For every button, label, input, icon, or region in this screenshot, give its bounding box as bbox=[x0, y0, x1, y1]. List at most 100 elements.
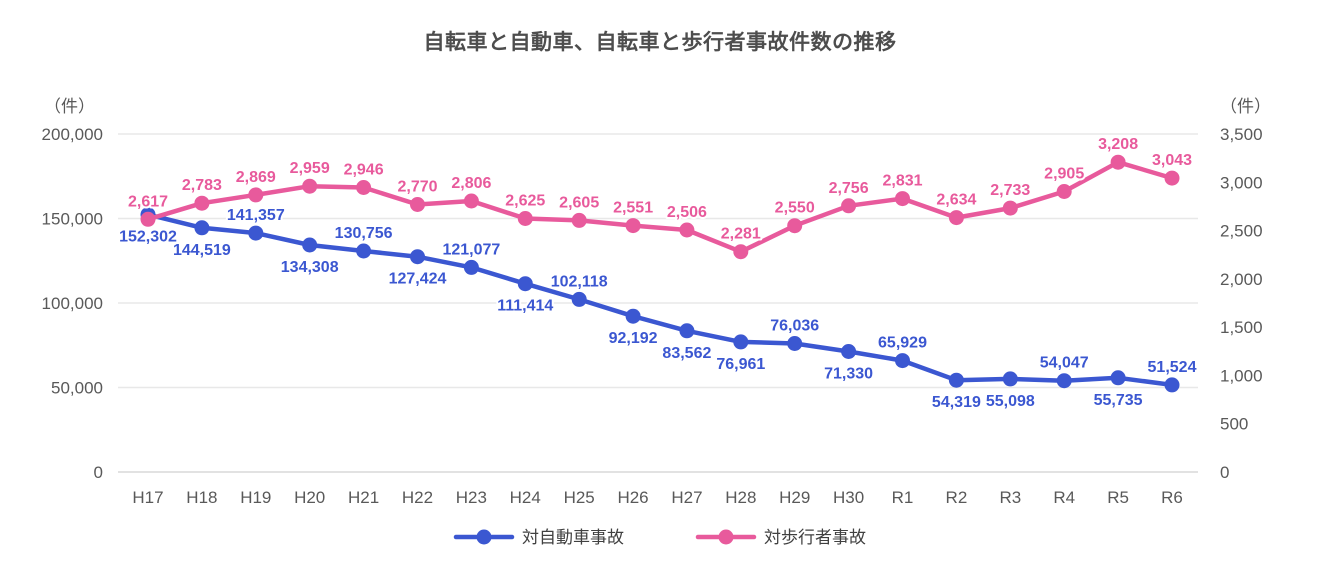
data-point[interactable] bbox=[679, 323, 695, 339]
y-axis-left: 0 50,000 100,000 150,000 200,000 （件） bbox=[42, 97, 103, 482]
y-axis-right: 0 500 1,000 1,500 2,000 2,500 3,000 3,500 （件） bbox=[1220, 97, 1271, 482]
data-point[interactable] bbox=[787, 336, 803, 351]
legend-marker-icon bbox=[718, 529, 734, 545]
x-axis-tick: H27 bbox=[671, 488, 702, 507]
x-axis-tick: H26 bbox=[617, 488, 648, 507]
x-axis-tick: H23 bbox=[456, 488, 487, 507]
data-label: 141,357 bbox=[227, 207, 285, 224]
data-point[interactable] bbox=[733, 244, 749, 260]
data-label: 55,735 bbox=[1094, 392, 1143, 409]
x-axis-tick: H24 bbox=[510, 488, 541, 507]
data-point[interactable] bbox=[948, 210, 964, 226]
x-axis-tick: R3 bbox=[999, 488, 1021, 507]
y-axis-left-tick: 50,000 bbox=[51, 379, 103, 398]
data-point[interactable] bbox=[194, 220, 210, 236]
data-label: 2,756 bbox=[829, 180, 869, 197]
data-label: 2,733 bbox=[990, 182, 1030, 199]
data-point[interactable] bbox=[463, 259, 479, 275]
data-point[interactable] bbox=[895, 191, 910, 207]
y-axis-right-tick: 2,000 bbox=[1220, 270, 1263, 289]
data-point[interactable] bbox=[895, 353, 910, 369]
data-point[interactable] bbox=[517, 211, 533, 226]
data-label: 130,756 bbox=[335, 225, 393, 242]
data-point[interactable] bbox=[1164, 377, 1180, 393]
data-point[interactable] bbox=[302, 178, 318, 194]
data-point[interactable] bbox=[1110, 370, 1126, 386]
data-label: 54,319 bbox=[932, 394, 981, 411]
data-point[interactable] bbox=[1056, 184, 1072, 199]
x-axis-tick: H19 bbox=[240, 488, 271, 507]
data-point[interactable] bbox=[1110, 154, 1126, 170]
data-label: 51,524 bbox=[1148, 359, 1197, 376]
data-point[interactable] bbox=[248, 187, 264, 203]
data-label: 2,551 bbox=[613, 200, 653, 217]
y-axis-right-tick: 2,500 bbox=[1220, 222, 1263, 241]
y-axis-right-tick: 0 bbox=[1220, 463, 1229, 482]
y-axis-left-tick: 0 bbox=[94, 463, 103, 482]
data-point[interactable] bbox=[302, 237, 318, 253]
data-point[interactable] bbox=[841, 198, 857, 214]
data-point[interactable] bbox=[948, 372, 964, 388]
data-point[interactable] bbox=[733, 334, 749, 350]
x-axis-tick: H20 bbox=[294, 488, 325, 507]
data-point[interactable] bbox=[356, 180, 372, 195]
data-label: 2,946 bbox=[344, 162, 384, 179]
data-point[interactable] bbox=[1002, 371, 1018, 387]
data-point[interactable] bbox=[625, 308, 641, 324]
data-point[interactable] bbox=[194, 195, 210, 211]
data-label: 2,625 bbox=[505, 193, 545, 210]
y-axis-right-tick: 1,500 bbox=[1220, 318, 1263, 337]
data-label: 2,783 bbox=[182, 177, 222, 194]
data-point[interactable] bbox=[571, 291, 587, 307]
data-point[interactable] bbox=[1002, 200, 1018, 216]
y-axis-left-unit: （件） bbox=[44, 97, 95, 116]
legend-item-pedestrians[interactable]: 対歩行者事故 bbox=[695, 528, 866, 547]
data-label: 71,330 bbox=[824, 366, 873, 383]
data-point[interactable] bbox=[356, 243, 372, 259]
data-label: 2,806 bbox=[451, 175, 491, 192]
y-axis-right-tick: 3,000 bbox=[1220, 173, 1263, 192]
data-point[interactable] bbox=[787, 218, 803, 234]
legend-label: 対歩行者事故 bbox=[764, 528, 866, 547]
data-point[interactable] bbox=[841, 344, 857, 359]
data-point[interactable] bbox=[140, 211, 156, 227]
data-point[interactable] bbox=[571, 212, 587, 228]
data-point[interactable] bbox=[1056, 373, 1072, 389]
data-label: 76,961 bbox=[716, 356, 765, 373]
data-point[interactable] bbox=[625, 218, 641, 234]
y-axis-right-unit: （件） bbox=[1220, 97, 1271, 116]
series-pedestrians: 2,617 2,783 2,869 2,959 2,946 2,770 2,806 2,625… bbox=[126, 134, 1194, 260]
data-label: 3,043 bbox=[1152, 152, 1192, 169]
x-axis-tick: R4 bbox=[1053, 488, 1075, 507]
data-label: 2,605 bbox=[559, 194, 599, 211]
data-label: 2,770 bbox=[397, 179, 437, 196]
legend-item-cars[interactable]: 対自動車事故 bbox=[453, 528, 624, 547]
data-point[interactable] bbox=[1164, 170, 1180, 186]
data-label: 65,929 bbox=[878, 335, 927, 352]
data-label: 2,550 bbox=[775, 200, 815, 217]
data-label: 134,308 bbox=[281, 259, 339, 276]
data-label: 2,959 bbox=[290, 160, 330, 177]
data-point[interactable] bbox=[679, 222, 695, 238]
x-axis-tick: H17 bbox=[132, 488, 163, 507]
x-axis-tick: R6 bbox=[1161, 488, 1183, 507]
data-label: 2,634 bbox=[936, 192, 976, 209]
y-axis-left-tick: 150,000 bbox=[42, 210, 103, 229]
data-label: 3,208 bbox=[1098, 136, 1138, 153]
data-point[interactable] bbox=[463, 193, 479, 209]
data-label: 2,831 bbox=[882, 173, 922, 190]
data-label: 76,036 bbox=[770, 318, 819, 335]
data-label: 83,562 bbox=[662, 345, 711, 362]
data-point[interactable] bbox=[517, 276, 533, 292]
data-point[interactable] bbox=[410, 249, 425, 265]
x-axis-tick: H18 bbox=[186, 488, 217, 507]
x-axis-tick: R1 bbox=[892, 488, 914, 507]
legend-marker-icon bbox=[476, 529, 492, 545]
data-label: 2,905 bbox=[1044, 166, 1084, 183]
data-point[interactable] bbox=[410, 197, 425, 212]
data-point[interactable] bbox=[248, 225, 264, 241]
data-label: 152,302 bbox=[119, 229, 177, 246]
